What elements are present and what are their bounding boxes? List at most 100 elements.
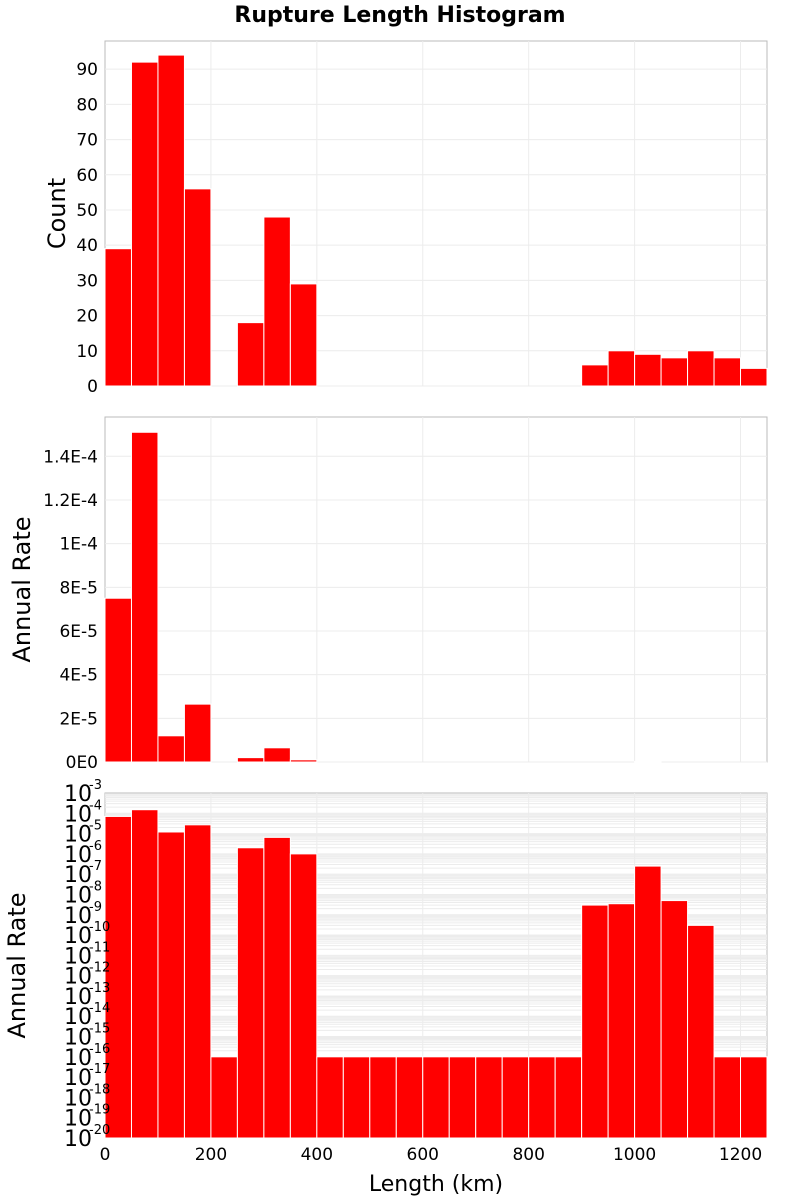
rate-log-y-tick-base: 10 [64, 944, 92, 969]
rate-log-y-tick-exponent: -17 [89, 1062, 110, 1077]
count-panel: 0 10 20 30 40 50 60 70 80 90 Count [43, 40, 768, 397]
rate-log-y-tick-base: 10 [64, 883, 92, 908]
rate-log-y-tick-base: 10 [64, 1046, 92, 1071]
rate-log-bar [581, 904, 609, 1139]
x-axis-ticks: 0 200 400 600 800 1000 1200 [100, 1145, 763, 1165]
rate-log-y-tick-base: 10 [64, 1066, 92, 1091]
rate-log-y-tick-exponent: -20 [89, 1123, 110, 1138]
rate-log-y-tick-base: 10 [64, 782, 92, 807]
rate-linear-bar [130, 431, 159, 763]
rate-log-panel-bars [104, 809, 768, 1139]
rate-log-y-tick-base: 10 [64, 802, 92, 827]
rate-log-bar [157, 831, 185, 1139]
count-bar [687, 350, 715, 387]
rate-log-bar [528, 1056, 556, 1139]
x-tick-label: 0 [100, 1145, 111, 1165]
rate-log-bar [475, 1056, 503, 1139]
rate-linear-panel-y-ticks: 0E0 2E-5 4E-5 6E-5 8E-5 1E-4 1.2E-4 1.4E-4 [43, 447, 98, 773]
rate-linear-bar [183, 703, 212, 763]
rate-linear-y-tick-label: 0E0 [66, 753, 98, 773]
rate-log-bar [422, 1056, 450, 1139]
rate-log-y-tick-exponent: -9 [89, 900, 102, 915]
rate-log-bar [342, 1056, 371, 1139]
rate-log-bar [501, 1056, 530, 1139]
x-axis-label: Length (km) [369, 1172, 503, 1197]
rate-log-y-tick-base: 10 [64, 863, 92, 888]
rate-linear-y-tick-label: 8E-5 [59, 578, 98, 598]
rate-log-panel-ylabel: Annual Rate [3, 892, 31, 1038]
rate-linear-bar [157, 735, 185, 763]
rate-log-panel: 10-2010-1910-1810-1710-1610-1510-1410-13… [3, 778, 768, 1152]
count-y-tick-label: 70 [76, 131, 98, 151]
count-y-tick-label: 20 [76, 307, 98, 327]
rate-log-y-tick-base: 10 [64, 965, 92, 990]
x-tick-label: 600 [407, 1145, 439, 1165]
rate-log-bar [263, 836, 291, 1139]
count-bar [183, 188, 212, 387]
rate-log-bar [130, 809, 159, 1139]
rate-log-bar [634, 865, 662, 1139]
rate-linear-y-tick-label: 1.2E-4 [43, 491, 98, 511]
rate-log-y-tick-exponent: -3 [89, 778, 102, 793]
rate-log-y-tick-exponent: -10 [89, 920, 110, 935]
rate-log-y-tick-exponent: -14 [89, 1001, 110, 1016]
rate-log-bar [448, 1056, 477, 1139]
count-bar [236, 322, 265, 387]
rate-log-y-tick-base: 10 [64, 1086, 92, 1111]
count-panel-frame [104, 40, 768, 387]
count-panel-ylabel: Count [43, 178, 71, 249]
rate-log-y-tick-base: 10 [64, 904, 92, 929]
count-y-tick-label: 10 [76, 342, 98, 362]
count-y-tick-label: 90 [76, 60, 98, 80]
rate-linear-y-tick-label: 1E-4 [59, 535, 98, 555]
rate-log-y-tick-exponent: -18 [89, 1082, 110, 1097]
rate-log-bar [395, 1056, 424, 1139]
count-panel-bars [104, 54, 768, 387]
rate-log-bar [687, 924, 715, 1139]
x-tick-label: 400 [301, 1145, 333, 1165]
rate-log-bar [554, 1056, 583, 1139]
rate-log-y-tick-base: 10 [64, 843, 92, 868]
count-y-tick-label: 80 [76, 95, 98, 115]
rate-log-y-tick-base: 10 [64, 1127, 92, 1152]
rate-linear-y-tick-label: 4E-5 [59, 666, 98, 686]
count-bar [607, 350, 636, 387]
x-tick-label: 1000 [613, 1145, 656, 1165]
rate-log-y-tick-base: 10 [64, 1107, 92, 1132]
rate-linear-bar [104, 597, 132, 763]
rate-log-y-tick-exponent: -15 [89, 1022, 110, 1037]
count-y-tick-label: 30 [76, 271, 98, 291]
count-y-tick-label: 0 [87, 377, 98, 397]
count-bar [581, 364, 609, 387]
rate-log-bar [316, 1056, 344, 1139]
rate-log-y-tick-exponent: -4 [89, 798, 102, 813]
count-y-tick-label: 40 [76, 236, 98, 256]
rate-linear-y-tick-label: 1.4E-4 [43, 447, 98, 467]
rate-linear-panel-frame [104, 416, 768, 763]
rate-log-y-tick-base: 10 [64, 1026, 92, 1051]
x-tick-label: 200 [195, 1145, 227, 1165]
count-bar [713, 357, 742, 387]
rate-linear-bar [634, 760, 662, 763]
x-tick-label: 800 [512, 1145, 544, 1165]
rate-log-bar [183, 824, 212, 1139]
rate-log-y-tick-base: 10 [64, 924, 92, 949]
rate-log-y-tick-exponent: -12 [89, 961, 110, 976]
count-bar [104, 248, 132, 387]
rate-log-y-tick-base: 10 [64, 823, 92, 848]
rate-log-y-tick-base: 10 [64, 1005, 92, 1030]
rate-log-y-tick-exponent: -19 [89, 1103, 110, 1118]
rate-log-bar [660, 900, 689, 1139]
count-bar [740, 367, 768, 387]
count-bar [157, 54, 185, 387]
rate-log-y-tick-exponent: -6 [89, 839, 102, 854]
rate-linear-panel-bars [104, 431, 662, 763]
rate-linear-bar [263, 747, 291, 763]
chart-title: Rupture Length Histogram [234, 3, 565, 28]
rate-log-panel-y-ticks: 10-2010-1910-1810-1710-1610-1510-1410-13… [64, 778, 110, 1152]
rate-log-y-tick-exponent: -5 [89, 819, 102, 834]
count-bar [660, 357, 689, 387]
rate-linear-y-tick-label: 2E-5 [59, 709, 98, 729]
rate-log-bar [289, 853, 318, 1139]
